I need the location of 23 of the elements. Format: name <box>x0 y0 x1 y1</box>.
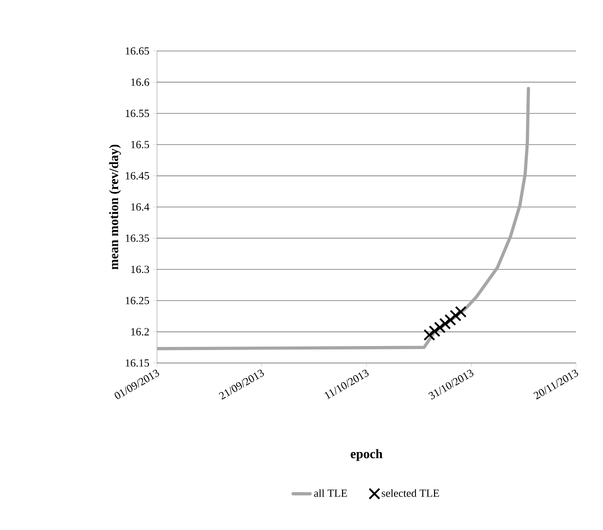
y-tick-label: 16.15 <box>126 359 150 367</box>
x-axis-title: epoch <box>350 449 383 461</box>
legend-label: all TLE <box>314 489 347 497</box>
y-tick-label: 16.65 <box>126 47 150 55</box>
y-tick-label: 16.3 <box>131 266 150 274</box>
y-tick-label: 16.25 <box>126 296 150 304</box>
y-axis-title: mean motion (rev/day) <box>109 144 121 270</box>
y-tick-label: 16.6 <box>131 78 150 86</box>
point <box>454 306 467 318</box>
line-series <box>157 86 530 350</box>
legend-label: selected TLE <box>382 489 439 497</box>
y-tick-label: 16.35 <box>126 234 150 242</box>
y-tick-label: 16.55 <box>126 110 150 118</box>
point <box>439 318 451 330</box>
y-tick-label: 16.5 <box>131 140 150 148</box>
y-tick-label: 16.2 <box>131 328 149 336</box>
point <box>444 314 456 326</box>
point <box>428 325 440 338</box>
y-tick-label: 16.45 <box>126 172 150 180</box>
y-tick-label: 16.4 <box>131 203 150 211</box>
point <box>434 322 446 334</box>
point <box>424 329 436 341</box>
point <box>450 310 462 322</box>
